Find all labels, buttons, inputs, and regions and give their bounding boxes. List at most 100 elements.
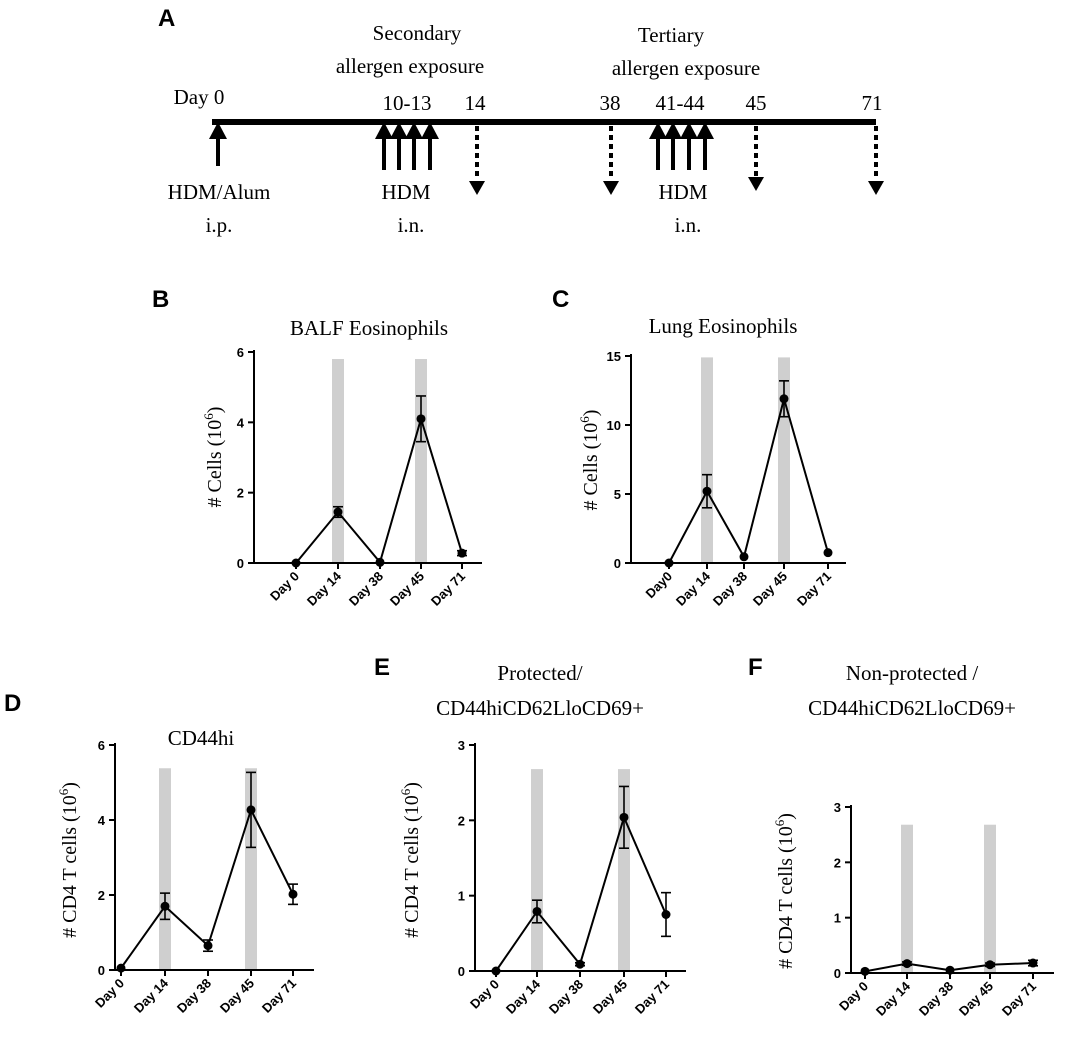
data-point: [375, 557, 385, 567]
timeline-day-label: Day 0: [174, 85, 225, 109]
in-route-secondary-label: i.n.: [398, 213, 425, 237]
x-tick-label: Day 45: [387, 569, 427, 609]
timeline-day-label: 10-13: [383, 91, 432, 115]
data-point: [203, 941, 213, 951]
chart-title: BALF Eosinophils: [290, 316, 448, 340]
data-point: [860, 966, 870, 976]
exposure-shade-bar: [415, 359, 427, 563]
data-point: [457, 548, 467, 558]
data-point: [288, 889, 298, 899]
x-tick-label: Day 38: [174, 976, 214, 1016]
panel-label-c: C: [552, 286, 569, 313]
panel-label-a: A: [158, 5, 175, 32]
chart-panel-d: D CD44hi # CD4 T cells (106) 0 2 4 6 Day 0 Day 1…: [4, 690, 314, 1016]
data-point: [575, 959, 585, 969]
data-point: [985, 960, 995, 970]
y-tick-label: 6: [237, 345, 244, 360]
y-tick-label: 0: [834, 966, 841, 981]
chart-title: Protected/: [497, 661, 582, 685]
chart-title: Lung Eosinophils: [649, 314, 798, 338]
timeline-day-label: 38: [600, 91, 621, 115]
secondary-hdm-arrows: [375, 122, 439, 170]
y-axis-title: # Cells (106): [201, 407, 226, 508]
exposure-shade-bar: [984, 824, 996, 973]
panel-label-b: B: [152, 286, 169, 313]
chart-title: CD44hiCD62LloCD69+: [436, 696, 644, 720]
timeline-day-label: 41-44: [656, 91, 705, 115]
exposure-shade-bar: [332, 359, 344, 563]
series-line: [495, 814, 667, 972]
chart-title: CD44hi: [168, 726, 235, 750]
timeline-panel: A Secondary allergen exposure Tertiary a…: [158, 5, 884, 237]
x-tick-label: Day 14: [503, 976, 544, 1017]
chart-panel-f: F Non-protected / CD44hiCD62LloCD69+ # CD4 …: [748, 654, 1054, 1019]
x-tick-label: Day 45: [750, 569, 790, 609]
harvest-arrow-day14: [469, 126, 485, 195]
y-tick-label: 15: [607, 349, 621, 364]
x-tick-label: Day 71: [794, 569, 834, 609]
exposure-shade-bar: [159, 768, 171, 970]
y-tick-label: 2: [237, 486, 244, 501]
data-point: [664, 558, 674, 568]
data-point: [1028, 958, 1038, 968]
tertiary-exposure-label-2: allergen exposure: [612, 56, 760, 80]
data-point: [619, 812, 629, 822]
x-tick-label: Day 0: [467, 977, 502, 1012]
tertiary-exposure-label-1: Tertiary: [638, 23, 705, 47]
x-tick-label: Day 0: [92, 976, 127, 1011]
y-tick-label: 0: [614, 556, 621, 571]
panel-label-d: D: [4, 690, 21, 717]
x-tick-label: Day 38: [710, 569, 750, 609]
data-point: [160, 901, 170, 911]
x-tick-label: Day 71: [428, 569, 468, 609]
data-point: [739, 552, 749, 562]
x-tick-label: Day 14: [304, 568, 345, 609]
exposure-shade-bar: [701, 357, 713, 563]
x-tick-label: Day 71: [999, 979, 1039, 1019]
x-tick-label: Day 14: [131, 975, 172, 1016]
y-axis-title: # CD4 T cells (106): [398, 782, 423, 938]
y-tick-label: 6: [98, 738, 105, 753]
y-tick-label: 5: [614, 487, 621, 502]
panel-label-f: F: [748, 654, 763, 681]
data-point: [116, 963, 126, 973]
y-tick-label: 2: [98, 888, 105, 903]
data-point: [779, 394, 789, 404]
x-tick-label: Day 45: [956, 979, 996, 1019]
y-tick-label: 4: [237, 415, 245, 430]
y-tick-label: 3: [458, 738, 465, 753]
series-line: [668, 394, 829, 564]
chart-title: CD44hiCD62LloCD69+: [808, 696, 1016, 720]
data-point: [291, 558, 301, 568]
exposure-shade-bar: [531, 769, 543, 971]
data-point: [702, 486, 712, 496]
panel-label-e: E: [374, 654, 390, 681]
data-point: [823, 548, 833, 558]
hdm-secondary-label: HDM: [381, 180, 430, 204]
y-axis-title: # Cells (106): [577, 410, 602, 511]
y-axis-title: # CD4 T cells (106): [772, 813, 797, 969]
harvest-arrow-day38: [603, 126, 619, 195]
y-axis-title: # CD4 T cells (106): [56, 782, 81, 938]
x-tick-label: Day 45: [217, 976, 257, 1016]
data-point: [902, 959, 912, 969]
data-point: [945, 965, 955, 975]
data-point: [416, 414, 426, 424]
harvest-arrow-day45: [748, 126, 764, 191]
exposure-shade-bar: [901, 824, 913, 973]
y-tick-label: 2: [834, 855, 841, 870]
chart-title: Non-protected /: [846, 661, 979, 685]
y-tick-label: 1: [458, 889, 465, 904]
x-tick-label: Day 0: [267, 569, 302, 604]
x-tick-label: Day 38: [546, 977, 586, 1017]
y-tick-label: 0: [237, 556, 244, 571]
data-point: [532, 906, 542, 916]
y-tick-label: 0: [458, 964, 465, 979]
timeline-day-label: 45: [746, 91, 767, 115]
chart-panel-c: C Lung Eosinophils # Cells (106) 0 5 10 15 Day0…: [552, 286, 846, 609]
y-tick-label: 0: [98, 963, 105, 978]
x-tick-label: Day 14: [673, 568, 714, 609]
x-tick-label: Day 45: [590, 977, 630, 1017]
